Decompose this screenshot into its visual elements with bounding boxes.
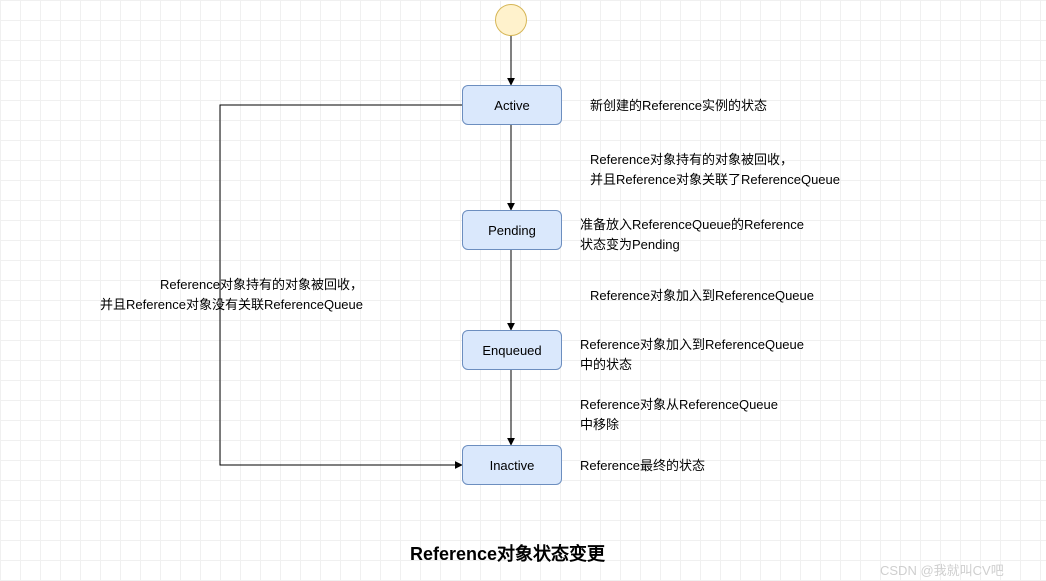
- annotation-enqueued: Reference对象加入到ReferenceQueue中的状态: [580, 335, 804, 374]
- diagram-layer: Active Pending Enqueued Inactive 新创建的Refere…: [0, 0, 1046, 581]
- start-node: [495, 4, 527, 36]
- annotation-active: 新创建的Reference实例的状态: [590, 96, 767, 116]
- watermark: CSDN @我就叫CV吧: [880, 560, 1004, 579]
- annotation-pending-enqueued: Reference对象加入到ReferenceQueue: [590, 286, 814, 306]
- annotation-pending: 准备放入ReferenceQueue的Reference状态变为Pending: [580, 215, 804, 254]
- state-node-active: Active: [462, 85, 562, 125]
- annotation-enqueued-inactive: Reference对象从ReferenceQueue中移除: [580, 395, 778, 434]
- annotation-inactive: Reference最终的状态: [580, 456, 705, 476]
- state-node-label: Pending: [488, 223, 536, 238]
- state-node-enqueued: Enqueued: [462, 330, 562, 370]
- state-node-label: Active: [494, 98, 529, 113]
- state-node-label: Enqueued: [482, 343, 541, 358]
- state-node-pending: Pending: [462, 210, 562, 250]
- diagram-title: Reference对象状态变更: [410, 540, 605, 566]
- state-node-label: Inactive: [490, 458, 535, 473]
- state-node-inactive: Inactive: [462, 445, 562, 485]
- annotation-active-inactive: Reference对象持有的对象被回收，并且Reference对象没有关联Ref…: [100, 275, 363, 314]
- annotation-active-pending: Reference对象持有的对象被回收，并且Reference对象关联了Refe…: [590, 150, 840, 189]
